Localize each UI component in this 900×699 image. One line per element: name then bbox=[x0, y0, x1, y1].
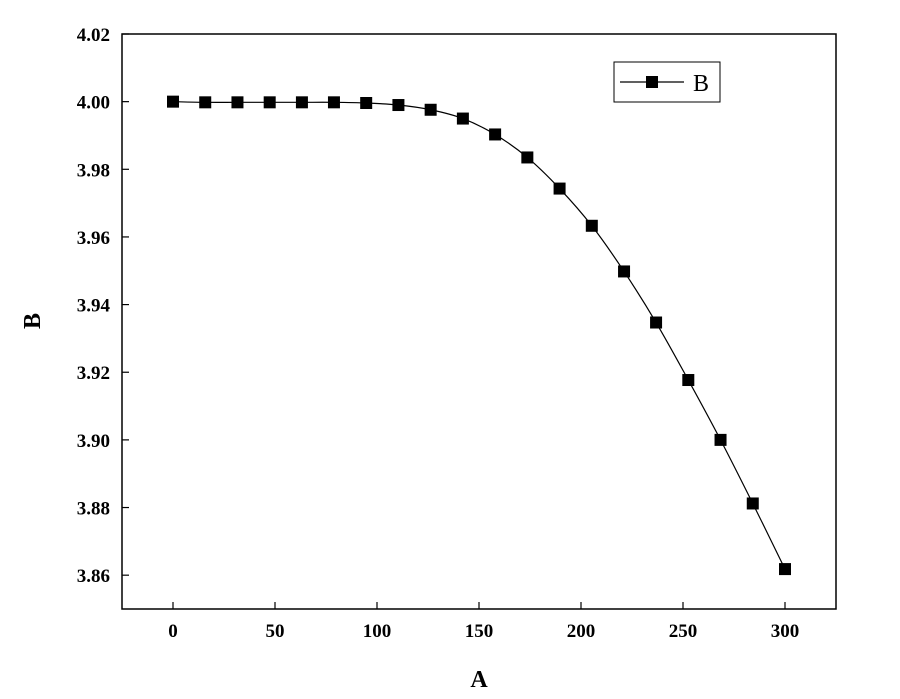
y-tick-label: 3.92 bbox=[77, 363, 110, 384]
y-axis-title: B bbox=[20, 313, 46, 329]
data-point bbox=[746, 497, 759, 510]
data-point bbox=[585, 219, 598, 232]
y-tick-label: 4.02 bbox=[77, 25, 110, 46]
series-line-b bbox=[172, 101, 786, 570]
data-point bbox=[199, 96, 212, 109]
y-tick-label: 3.86 bbox=[77, 566, 110, 587]
data-point bbox=[553, 182, 566, 195]
x-tick-label: 250 bbox=[669, 621, 698, 642]
data-point bbox=[167, 95, 179, 108]
x-tick-label: 300 bbox=[771, 621, 800, 642]
data-point bbox=[618, 265, 631, 278]
x-tick-label: 100 bbox=[363, 621, 392, 642]
x-tick-label: 0 bbox=[168, 621, 178, 642]
markers-layer bbox=[167, 95, 791, 576]
data-point bbox=[489, 128, 502, 141]
y-tick-label: 3.90 bbox=[77, 431, 110, 452]
data-point bbox=[714, 433, 727, 446]
data-point bbox=[650, 316, 663, 329]
data-point bbox=[392, 99, 405, 112]
x-tick-label: 200 bbox=[567, 621, 596, 642]
data-point bbox=[295, 96, 308, 109]
y-tick-label: 3.88 bbox=[77, 499, 110, 520]
data-point bbox=[424, 103, 437, 116]
legend: B bbox=[613, 61, 721, 103]
plot-frame bbox=[121, 33, 837, 610]
y-tick-label: 4.00 bbox=[77, 93, 110, 114]
legend-label: B bbox=[693, 71, 709, 97]
legend-marker bbox=[646, 76, 658, 88]
data-point bbox=[263, 96, 276, 109]
y-tick-label: 3.96 bbox=[77, 228, 110, 249]
x-tick-label: 50 bbox=[266, 621, 285, 642]
data-point bbox=[521, 151, 534, 164]
data-point bbox=[327, 96, 340, 109]
data-point bbox=[456, 112, 469, 125]
data-point bbox=[360, 97, 373, 109]
x-axis-title: A bbox=[470, 667, 488, 693]
data-point bbox=[231, 96, 244, 109]
y-tick-label: 3.98 bbox=[77, 160, 110, 181]
data-point bbox=[682, 374, 695, 387]
x-tick-label: 150 bbox=[465, 621, 494, 642]
data-point bbox=[779, 563, 791, 576]
ticks-layer: 0 50 100 150 200 250 300 3.86 3.88 3.90 3.92 3.94 3.… bbox=[77, 25, 800, 642]
y-tick-label: 3.94 bbox=[77, 296, 111, 317]
